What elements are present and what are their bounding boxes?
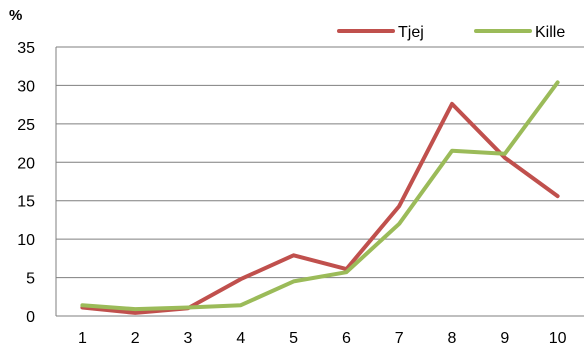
x-tick-label: 10 <box>549 330 567 347</box>
x-tick-label: 3 <box>184 330 193 347</box>
x-tick-labels: 1 2 3 4 5 6 7 8 9 10 <box>78 330 567 347</box>
x-tick-label: 5 <box>289 330 298 347</box>
x-tick-label: 8 <box>448 330 457 347</box>
legend: Tjej Kille <box>337 24 565 41</box>
x-tick-label: 9 <box>500 330 509 347</box>
y-tick-label: 35 <box>17 40 35 57</box>
x-tick-label: 7 <box>395 330 404 347</box>
series-line-tjej <box>80 101 560 315</box>
legend-label-kille: Kille <box>535 24 565 41</box>
y-tick-label: 20 <box>17 155 35 172</box>
y-tick-labels: 0 5 10 15 20 25 30 35 <box>17 40 35 326</box>
y-unit-label: % <box>9 7 22 24</box>
y-tick-label: 15 <box>17 194 35 211</box>
y-tick-label: 5 <box>26 271 35 288</box>
x-tick-label: 4 <box>236 330 245 347</box>
y-tick-label: 25 <box>17 117 35 134</box>
x-tick-label: 2 <box>131 330 140 347</box>
grid-lines <box>56 46 584 279</box>
y-tick-label: 10 <box>17 232 35 249</box>
x-tick-label: 1 <box>78 330 87 347</box>
series-line-kille <box>80 80 560 312</box>
series-lines <box>80 80 560 315</box>
x-tick-label: 6 <box>342 330 351 347</box>
axes <box>55 47 584 317</box>
legend-label-tjej: Tjej <box>398 24 424 41</box>
y-tick-label: 30 <box>17 78 35 95</box>
y-tick-label: 0 <box>26 309 35 326</box>
